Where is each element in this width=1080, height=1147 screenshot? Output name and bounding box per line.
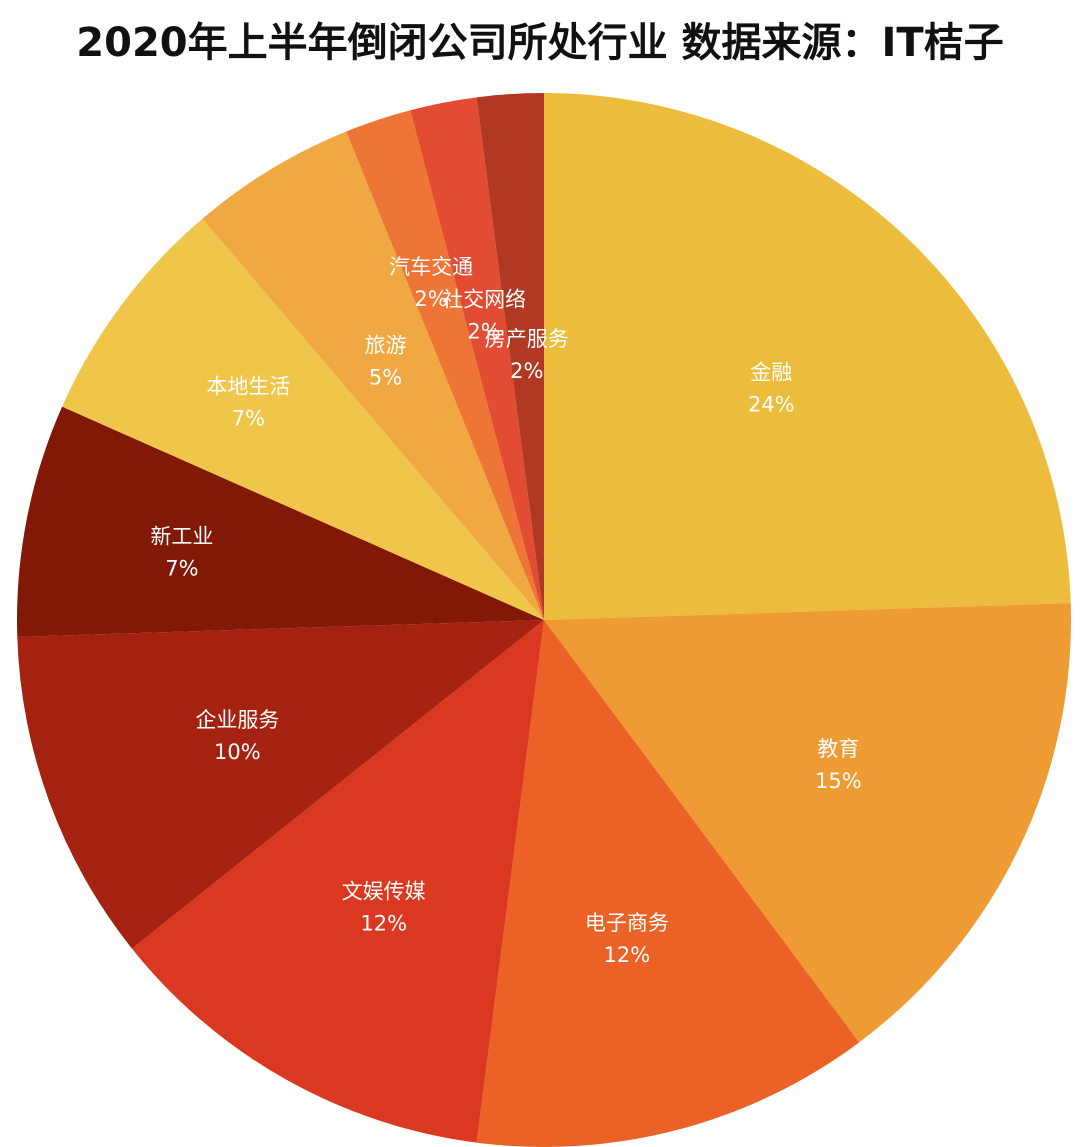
- slice-percent-label: 12%: [360, 912, 407, 936]
- pie-slice-7: [62, 218, 544, 620]
- slice-category-label: 文娱传媒: [342, 880, 426, 904]
- slice-category-label: 本地生活: [206, 374, 290, 398]
- pie-slice-1: [544, 93, 1071, 620]
- pie-slices: [16, 93, 1072, 1147]
- pie-slice-9: [346, 110, 544, 621]
- slice-category-label: 教育: [817, 737, 859, 761]
- slice-percent-label: 7%: [232, 406, 265, 430]
- slice-percent-label: 2%: [467, 319, 500, 343]
- slice-percent-label: 24%: [748, 392, 795, 416]
- slice-category-label: 汽车交通: [389, 255, 473, 279]
- slice-category-label: 社交网络: [442, 287, 526, 311]
- slice-category-label: 房产服务: [485, 327, 569, 351]
- pie-slice-5: [17, 620, 544, 949]
- slice-category-label: 旅游: [365, 334, 407, 358]
- slice-percent-label: 12%: [604, 943, 651, 967]
- pie-slice-4: [131, 620, 544, 1143]
- slice-percent-label: 5%: [369, 366, 402, 390]
- pie-slice-8: [202, 131, 544, 620]
- pie-slice-10: [410, 97, 544, 620]
- pie-slice-11: [476, 93, 544, 620]
- slice-category-label: 新工业: [150, 525, 213, 549]
- slice-percent-label: 15%: [815, 769, 862, 793]
- slice-category-label: 企业服务: [195, 708, 279, 732]
- slice-percent-label: 2%: [510, 359, 543, 383]
- pie-slice-6: [16, 406, 545, 637]
- slice-percent-label: 7%: [165, 557, 198, 581]
- pie-slice-2: [544, 603, 1072, 1043]
- pie-slice-3: [476, 620, 860, 1147]
- slice-percent-label: 2%: [414, 287, 447, 311]
- slice-percent-label: 10%: [214, 740, 261, 764]
- pie-labels: 金融 24% 教育 15% 电子商务 12% 文娱传媒 12% 企业服务 10% 新工业 7% 本地生活…: [150, 255, 861, 967]
- slice-category-label: 电子商务: [585, 911, 669, 935]
- slice-category-label: 金融: [750, 360, 792, 384]
- chart-title: 2020年上半年倒闭公司所处行业 数据来源：IT桔子: [76, 20, 1004, 66]
